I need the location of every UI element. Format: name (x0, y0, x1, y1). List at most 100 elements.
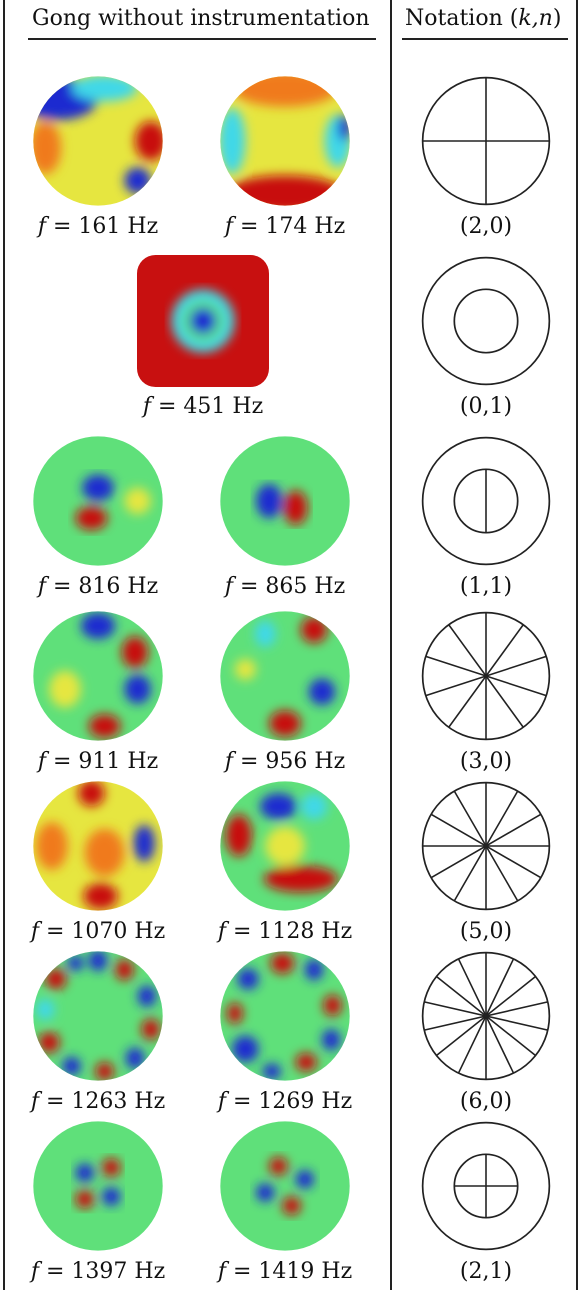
frequency-symbol: f (37, 574, 46, 599)
header-left: Gong without instrumentation (32, 6, 370, 31)
notation-label: (0,1) (459, 394, 513, 419)
vibration-mode-plot (33, 76, 163, 206)
mode-image (219, 435, 351, 571)
frequency-label: f = 1128 Hz (205, 919, 365, 944)
mode-row: f = 1070 Hz f = 1128 Hz (5,0) (0, 775, 580, 945)
notation-diagram (420, 255, 552, 391)
frequency-label: f = 451 Hz (123, 394, 283, 419)
notation-diagram (420, 1120, 552, 1256)
mode-row: f = 451 Hz (0,1) (0, 250, 580, 420)
header-right-suffix: ) (552, 6, 562, 31)
frequency-value: = 1269 Hz (225, 1089, 353, 1114)
header-right-rule (402, 38, 568, 40)
mode-image (219, 950, 351, 1086)
vibration-mode-plot (220, 436, 350, 566)
mode-image (32, 610, 164, 746)
frequency-value: = 911 Hz (45, 749, 159, 774)
frequency-value: = 816 Hz (45, 574, 159, 599)
vibration-mode-plot (220, 951, 350, 1081)
notation-diagram (420, 780, 552, 916)
vibration-mode-plot (220, 1121, 350, 1251)
frequency-label: f = 1263 Hz (18, 1089, 178, 1114)
mode-image (32, 435, 164, 571)
frequency-symbol: f (30, 1089, 39, 1114)
mode-image (32, 780, 164, 916)
notation-diagram (420, 435, 552, 571)
nodal-pattern-diagram (421, 436, 551, 566)
notation-label: (1,1) (459, 574, 513, 599)
frequency-symbol: f (217, 1259, 226, 1284)
mode-image (137, 255, 269, 391)
notation-label: (5,0) (459, 919, 513, 944)
frequency-symbol: f (37, 214, 46, 239)
mode-image (219, 75, 351, 211)
notation-diagram (420, 75, 552, 211)
mode-image (32, 1120, 164, 1256)
vibration-mode-plot (33, 436, 163, 566)
frequency-value: = 174 Hz (232, 214, 346, 239)
header-right: Notation (k,n) (405, 6, 561, 31)
mode-image (32, 75, 164, 211)
header-left-rule (28, 38, 376, 40)
frequency-label: f = 816 Hz (18, 574, 178, 599)
header-right-vars: k,n (518, 6, 553, 31)
vibration-mode-plot (220, 781, 350, 911)
mode-image (219, 780, 351, 916)
nodal-diameter (448, 624, 524, 728)
frequency-symbol: f (37, 749, 46, 774)
nodal-pattern-diagram (421, 256, 551, 386)
vibration-mode-plot (137, 255, 269, 387)
frequency-symbol: f (30, 919, 39, 944)
frequency-value: = 1263 Hz (38, 1089, 166, 1114)
mode-image (32, 950, 164, 1086)
right-border (576, 0, 578, 1290)
nodal-pattern-diagram (421, 781, 551, 911)
frequency-symbol: f (224, 214, 233, 239)
notation-label: (2,0) (459, 214, 513, 239)
frequency-symbol: f (217, 919, 226, 944)
column-divider (390, 0, 392, 1290)
nodal-circle (453, 288, 519, 354)
frequency-label: f = 956 Hz (205, 749, 365, 774)
nodal-diameter (453, 790, 519, 902)
frequency-value: = 1397 Hz (38, 1259, 166, 1284)
vibration-mode-plot (33, 951, 163, 1081)
notation-label: (3,0) (459, 749, 513, 774)
left-border (3, 0, 5, 1290)
nodal-pattern-diagram (421, 951, 551, 1081)
vibration-mode-plot (33, 611, 163, 741)
notation-label: (2,1) (459, 1259, 513, 1284)
frequency-label: f = 161 Hz (18, 214, 178, 239)
frequency-value: = 1128 Hz (225, 919, 353, 944)
vibration-mode-plot (33, 1121, 163, 1251)
nodal-pattern-diagram (421, 1121, 551, 1251)
mode-row: f = 161 Hz f = 174 Hz (2,0) (0, 70, 580, 240)
frequency-value: = 451 Hz (150, 394, 264, 419)
notation-diagram (420, 950, 552, 1086)
notation-label: (6,0) (459, 1089, 513, 1114)
frequency-label: f = 1419 Hz (205, 1259, 365, 1284)
notation-diagram (420, 610, 552, 746)
mode-row: f = 1397 Hz f = 1419 Hz (2,1) (0, 1115, 580, 1285)
vibration-mode-plot (220, 76, 350, 206)
frequency-value: = 1419 Hz (225, 1259, 353, 1284)
nodal-pattern-diagram (421, 611, 551, 741)
frequency-symbol: f (224, 749, 233, 774)
nodal-diameter (457, 958, 515, 1074)
mode-row: f = 911 Hz f = 956 Hz (3,0) (0, 605, 580, 775)
frequency-label: f = 174 Hz (205, 214, 365, 239)
frequency-label: f = 1070 Hz (18, 919, 178, 944)
frequency-label: f = 1397 Hz (18, 1259, 178, 1284)
header-right-prefix: Notation ( (405, 6, 519, 31)
nodal-pattern-diagram (421, 76, 551, 206)
vibration-mode-plot (220, 611, 350, 741)
frequency-label: f = 865 Hz (205, 574, 365, 599)
outer-circle (421, 256, 551, 386)
frequency-label: f = 1269 Hz (205, 1089, 365, 1114)
mode-row: f = 1263 Hz f = 1269 Hz (6,0) (0, 945, 580, 1115)
frequency-symbol: f (217, 1089, 226, 1114)
frequency-value: = 865 Hz (232, 574, 346, 599)
frequency-value: = 956 Hz (232, 749, 346, 774)
frequency-value: = 1070 Hz (38, 919, 166, 944)
mode-image (219, 610, 351, 746)
